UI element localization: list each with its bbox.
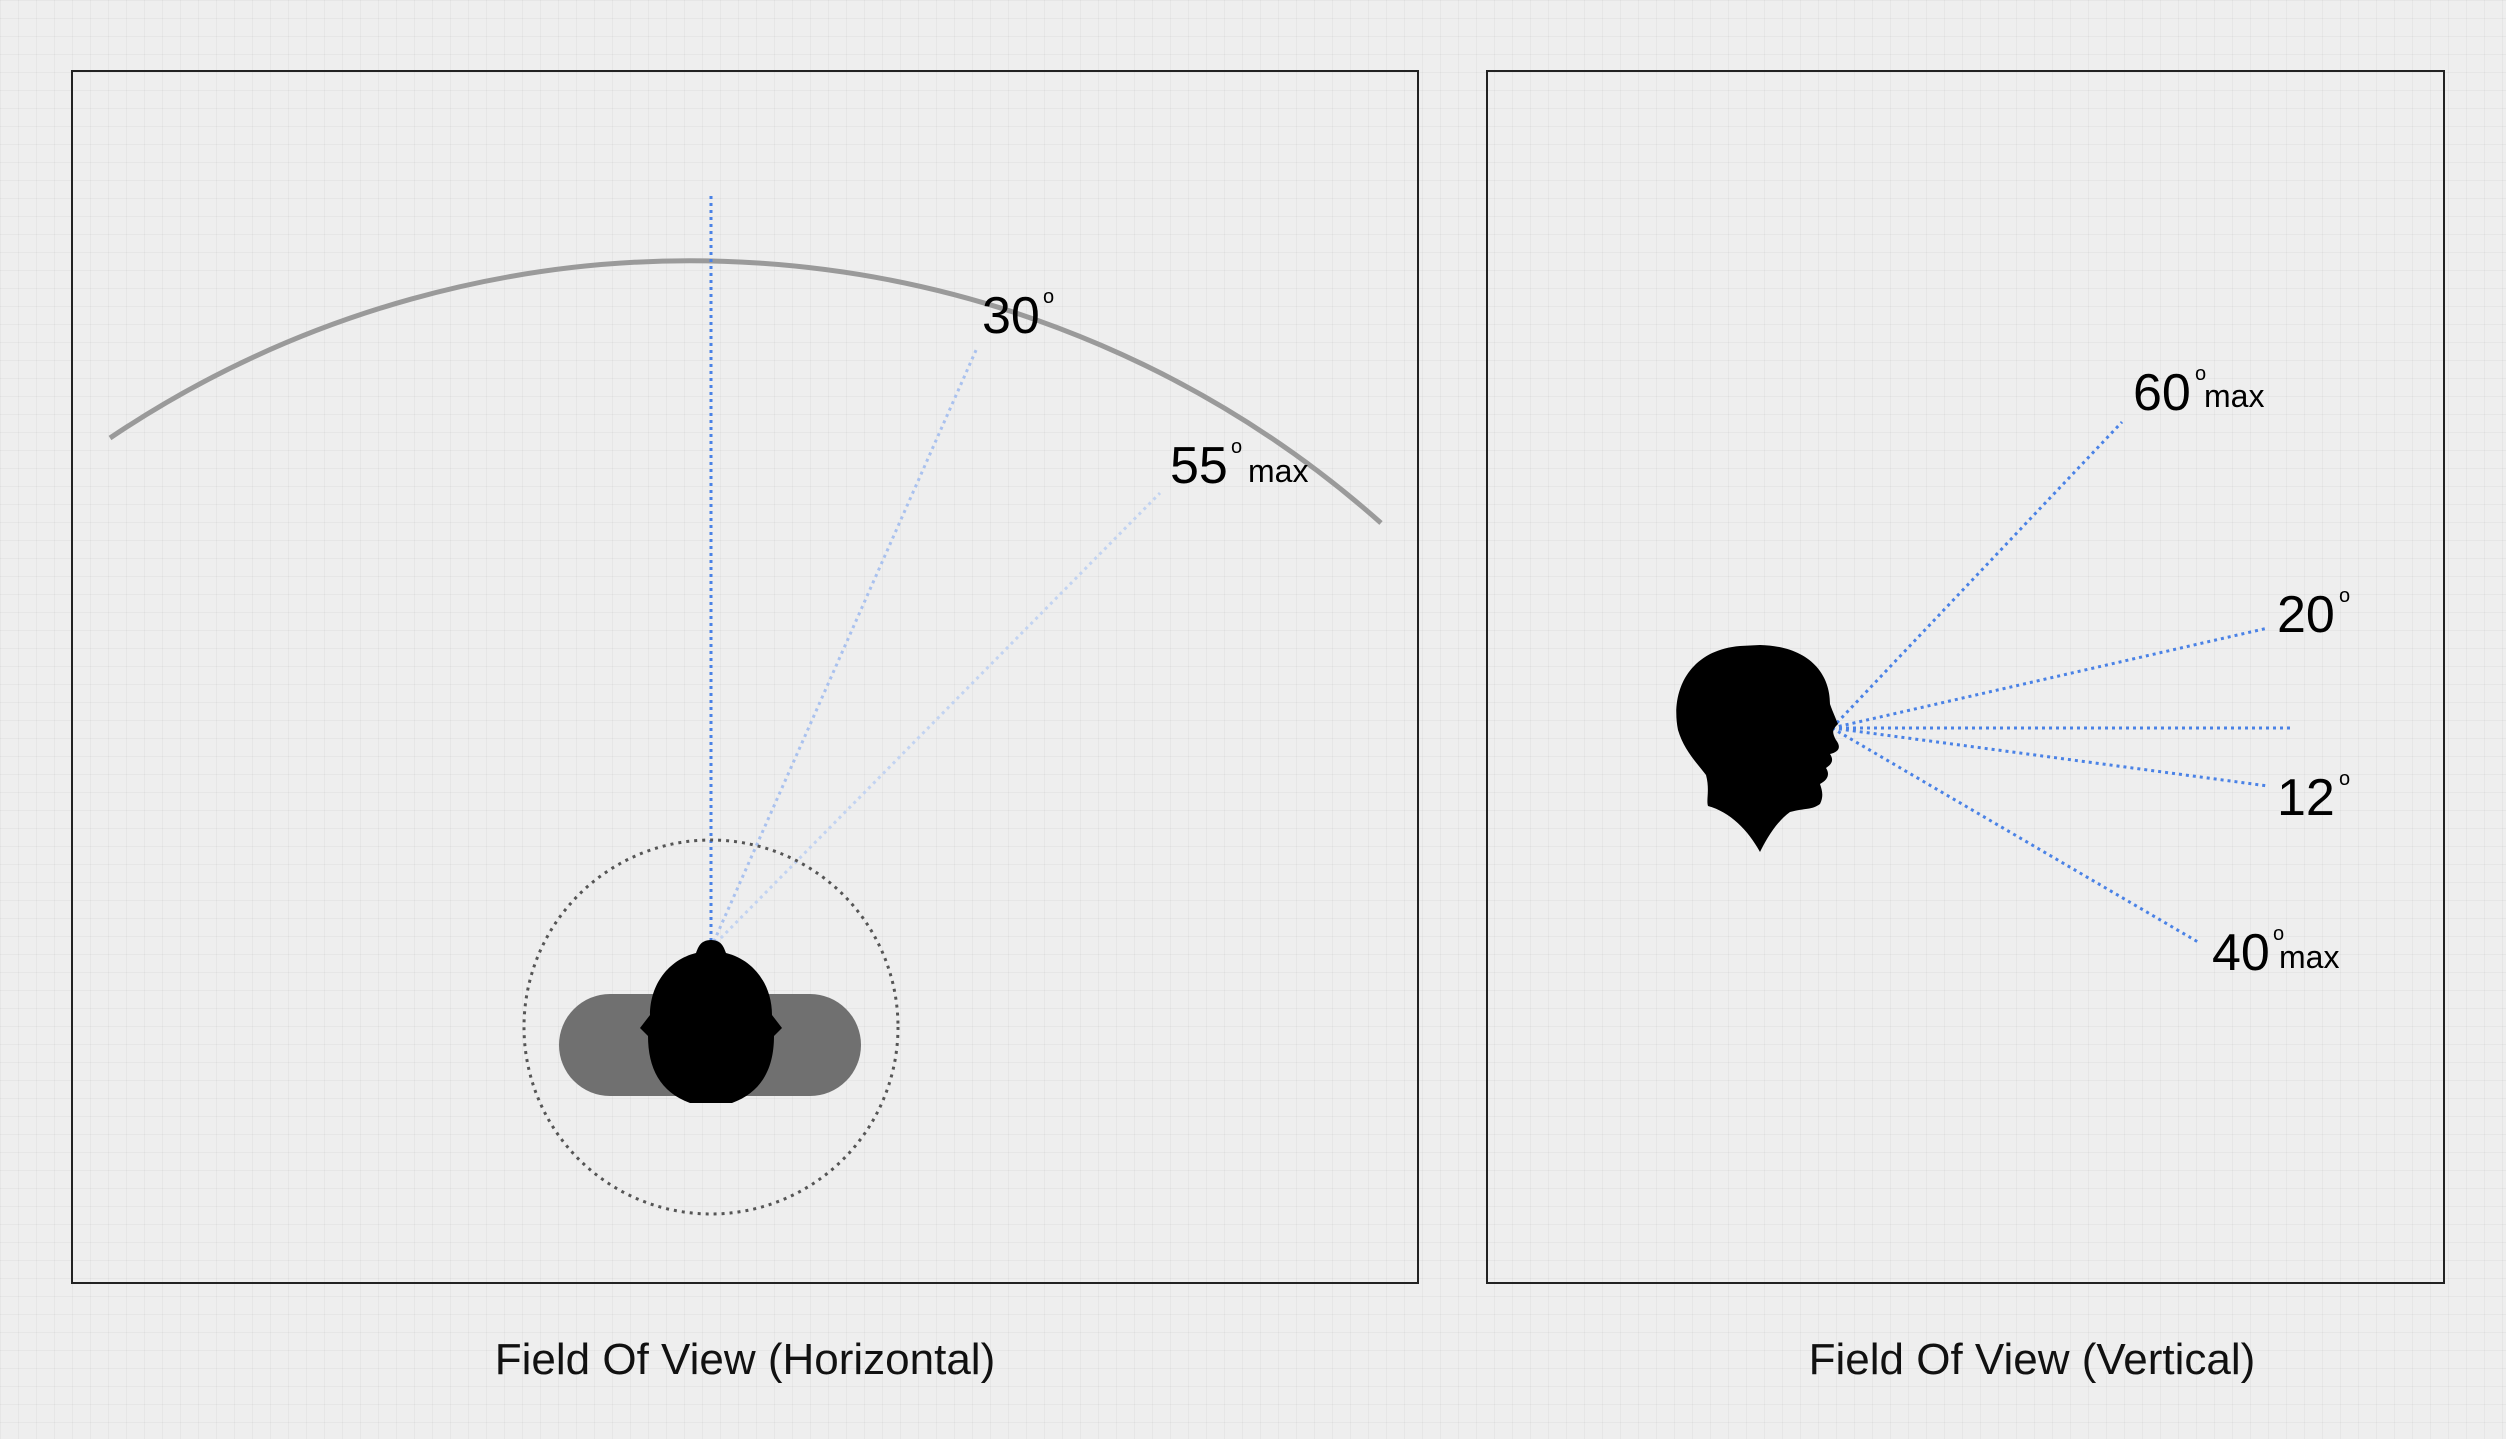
label-20-value: 20 <box>2277 586 2335 644</box>
vertical-40-ray <box>1831 726 2199 944</box>
label-20-degree: o <box>2339 585 2350 607</box>
label-55-degree: o <box>1231 436 1242 458</box>
label-12-degree: o <box>2339 768 2350 790</box>
label-60-suffix: max <box>2204 378 2264 414</box>
label-30-value: 30 <box>982 287 1040 345</box>
label-60-degree: o <box>2195 363 2206 385</box>
label-20: 20 o <box>2277 585 2350 644</box>
label-30-degree: o <box>1043 286 1054 308</box>
label-55-value: 55 <box>1170 437 1228 495</box>
horizontal-vision-arc <box>108 258 1383 525</box>
head-rotation-circle <box>522 838 900 1216</box>
head-profile-icon <box>1676 645 1839 852</box>
label-40-degree: o <box>2273 923 2284 945</box>
horizontal-panel <box>71 70 1419 1284</box>
label-60-max: 60 o max <box>2133 363 2264 422</box>
label-12: 12 o <box>2277 768 2350 827</box>
label-12-value: 12 <box>2277 769 2335 827</box>
vertical-rays <box>1830 420 2290 944</box>
vertical-20-ray <box>1831 626 2269 730</box>
label-60-value: 60 <box>2133 364 2191 422</box>
label-40-suffix: max <box>2279 939 2339 975</box>
vertical-caption: Field Of View (Vertical) <box>1808 1335 2256 1384</box>
horizontal-30-ray <box>709 347 979 949</box>
label-40-value: 40 <box>2212 924 2270 982</box>
head-top-view-icon <box>640 940 782 1103</box>
vertical-panel <box>1486 70 2445 1284</box>
label-55-suffix: max <box>1248 453 1308 489</box>
horizontal-55-ray <box>709 491 1162 950</box>
label-30: 30 o <box>982 286 1054 345</box>
vertical-60-ray <box>1830 420 2124 730</box>
label-55-max: 55 o max <box>1170 436 1308 495</box>
vertical-12-ray <box>1831 726 2269 788</box>
label-40-max: 40 o max <box>2212 923 2339 982</box>
horizontal-caption: Field Of View (Horizontal) <box>494 1335 996 1384</box>
